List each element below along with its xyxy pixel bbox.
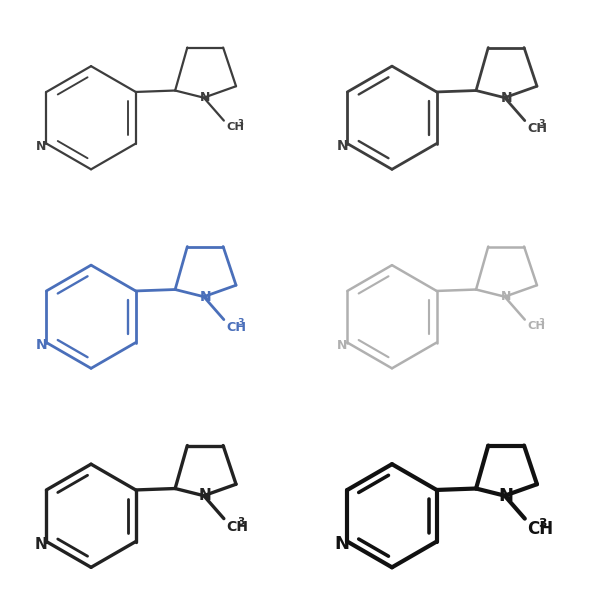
Text: CH: CH: [226, 520, 248, 534]
Text: N: N: [501, 91, 512, 105]
Text: CH: CH: [226, 321, 246, 334]
Text: N: N: [335, 536, 350, 553]
Text: N: N: [499, 487, 513, 505]
Text: N: N: [200, 289, 211, 304]
Text: 3: 3: [237, 119, 244, 128]
Text: 3: 3: [237, 517, 245, 527]
Text: N: N: [337, 140, 348, 154]
Text: N: N: [35, 537, 48, 552]
Text: CH: CH: [527, 520, 553, 538]
Text: N: N: [200, 91, 211, 104]
Text: N: N: [199, 488, 212, 503]
Text: CH: CH: [527, 321, 545, 331]
Text: 3: 3: [539, 119, 545, 128]
Text: CH: CH: [527, 122, 547, 135]
Text: 3: 3: [539, 318, 544, 327]
Text: 3: 3: [237, 318, 244, 327]
Text: N: N: [36, 140, 47, 153]
Text: 3: 3: [539, 517, 547, 530]
Text: N: N: [35, 338, 47, 353]
Text: CH: CH: [226, 122, 244, 132]
Text: N: N: [337, 339, 348, 352]
Text: N: N: [501, 290, 512, 303]
